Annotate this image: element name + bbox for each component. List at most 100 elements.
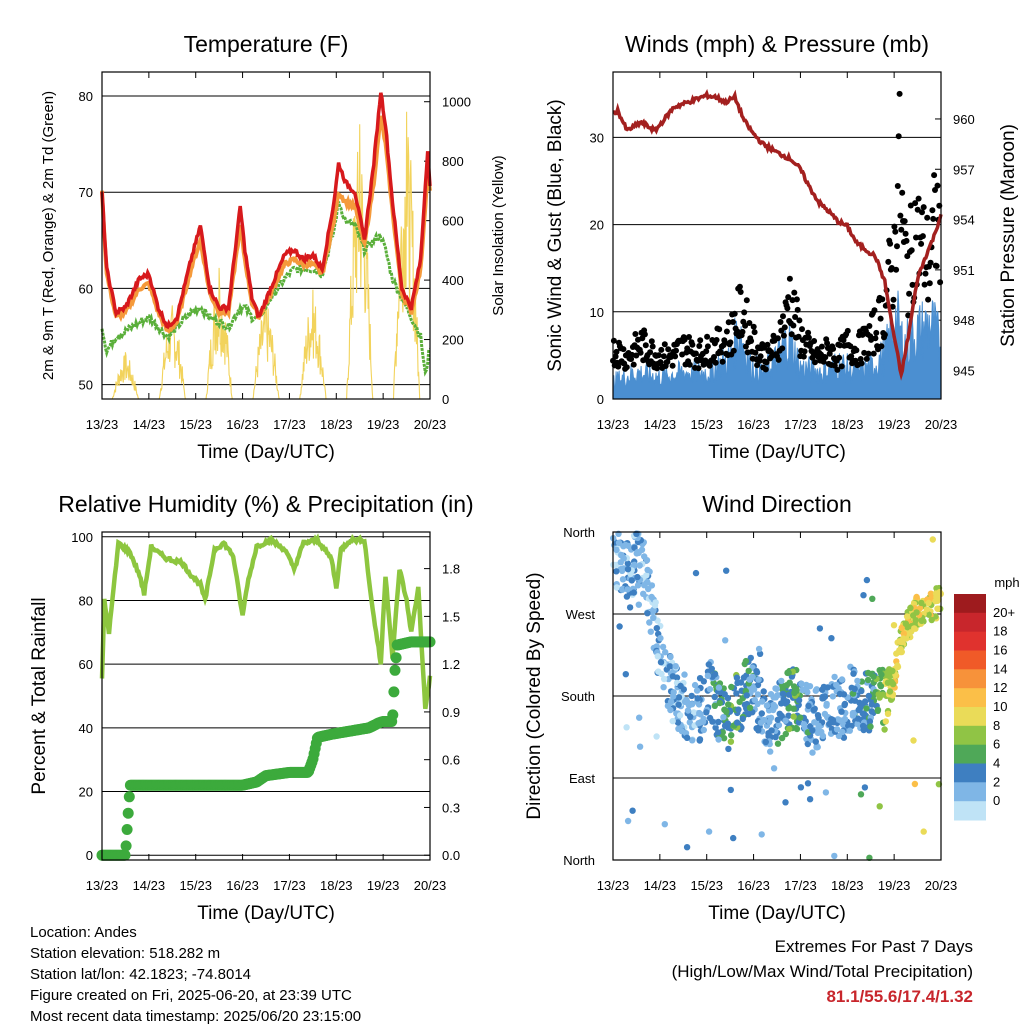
direction-point [854, 677, 861, 685]
x-tick-label: 13/23 [86, 878, 119, 893]
direction-point [669, 717, 676, 725]
gust-point [703, 348, 710, 355]
gust-point [885, 258, 892, 265]
gust-point [858, 360, 865, 367]
direction-point [669, 673, 677, 680]
gust-point [899, 189, 906, 196]
direction-point [846, 727, 853, 734]
direction-point [766, 718, 773, 726]
direction-point [758, 710, 765, 717]
direction-point [672, 663, 679, 670]
gust-point [895, 133, 902, 140]
direction-point [867, 723, 874, 730]
legend-swatch [954, 631, 986, 651]
gust-point [756, 357, 763, 364]
gust-point [743, 297, 750, 304]
gust-point [695, 365, 702, 372]
gust-point [775, 356, 782, 363]
gust-point [902, 230, 909, 237]
direction-point [838, 708, 845, 715]
direction-point [667, 653, 674, 661]
direction-point [830, 719, 837, 726]
direction-point [813, 744, 820, 751]
direction-point [757, 719, 765, 726]
direction-point [934, 605, 941, 612]
direction-point [797, 714, 804, 721]
extremes-subtitle: (High/Low/Max Wind/Total Precipitation) [671, 962, 973, 981]
direction-point [772, 694, 779, 701]
gust-point [694, 357, 701, 364]
direction-point [869, 595, 876, 602]
direction-point [875, 691, 882, 698]
solar-insolation-line [299, 289, 327, 400]
gust-point [912, 200, 919, 207]
direction-point [886, 688, 894, 695]
direction-point [833, 726, 841, 733]
gust-point [818, 343, 825, 350]
gust-point [730, 347, 737, 354]
gust-point [890, 296, 897, 303]
direction-point [643, 572, 650, 579]
direction-point [636, 714, 643, 721]
direction-point [906, 630, 913, 637]
direction-point [728, 683, 735, 691]
x-tick-label: 17/23 [784, 878, 817, 893]
direction-point [889, 667, 896, 675]
direction-point [859, 722, 867, 730]
gust-point [750, 323, 757, 330]
gust-point [615, 363, 622, 370]
direction-point [647, 628, 654, 635]
gust-point [920, 204, 927, 211]
gust-point [891, 223, 898, 230]
direction-point [806, 683, 814, 690]
direction-point [666, 663, 674, 670]
gust-point [878, 343, 885, 350]
x-tick-label: 14/23 [644, 878, 677, 893]
legend-swatch [954, 688, 986, 708]
direction-point [650, 614, 657, 622]
y-tick-label: 0 [597, 392, 604, 407]
y-tick-label: 80 [79, 593, 93, 608]
gust-point [763, 359, 770, 366]
precip-point [388, 686, 400, 698]
y2-tick-label: 0.0 [442, 848, 460, 863]
x-tick-label: 14/23 [644, 417, 677, 432]
gust-point [919, 209, 925, 216]
gust-point [630, 361, 637, 368]
direction-point [691, 681, 699, 689]
gust-point [641, 331, 648, 338]
y-tick-label: 20 [590, 218, 604, 233]
direction-point [775, 721, 783, 729]
gust-point [665, 346, 672, 353]
direction-point [733, 674, 741, 681]
direction-point [630, 589, 637, 596]
gust-point [660, 353, 667, 360]
plot-frame [101, 71, 431, 400]
direction-point [882, 718, 889, 725]
direction-point [918, 599, 925, 607]
direction-point [778, 734, 786, 742]
direction-point [790, 705, 797, 712]
chart-title: Relative Humidity (%) & Precipitation (i… [58, 491, 473, 517]
direction-point [715, 684, 723, 691]
direction-point [804, 740, 811, 748]
direction-point [753, 669, 761, 676]
gust-point [658, 346, 665, 353]
gust-point [734, 328, 741, 335]
gust-point [648, 338, 655, 345]
legend-label: 2 [993, 774, 1000, 789]
y-axis-label: Sonic Wind & Gust (Blue, Black) [545, 99, 566, 371]
precip-point [119, 849, 131, 861]
direction-point [640, 590, 647, 597]
direction-point [778, 677, 785, 685]
direction-point [795, 719, 803, 726]
direction-point [774, 740, 782, 747]
direction-point [653, 625, 660, 632]
gust-point [647, 349, 654, 356]
direction-point [782, 799, 789, 806]
direction-point [616, 623, 623, 630]
gust-point [903, 237, 910, 244]
direction-point [859, 710, 866, 717]
y-tick-label: 20 [79, 785, 93, 800]
gust-point [799, 326, 805, 333]
